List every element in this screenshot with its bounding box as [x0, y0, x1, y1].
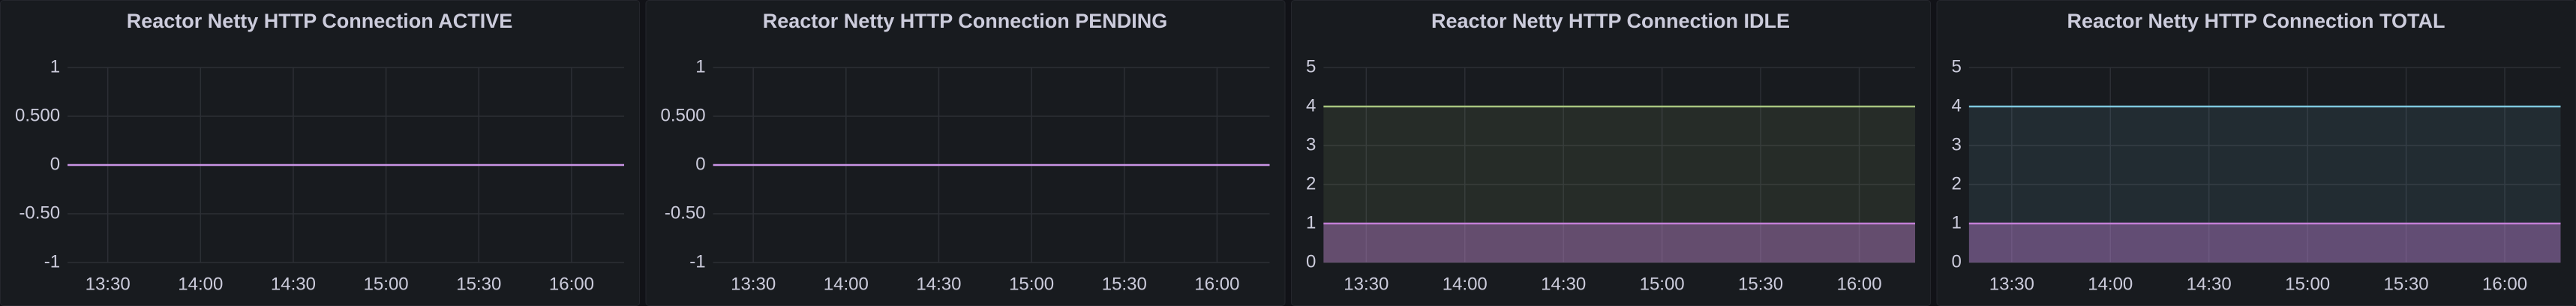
x-tick-label: 14:30 [916, 274, 961, 294]
y-tick-label: 2 [1952, 173, 1962, 194]
area [1968, 224, 2561, 262]
panel: Reactor Netty HTTP Connection PENDING 1 0.… [645, 0, 1286, 306]
panel-background [645, 0, 1286, 306]
panel-title: Reactor Netty HTTP Connection IDLE [1431, 10, 1790, 32]
y-tick-label: 5 [1306, 56, 1316, 76]
x-tick-label: 15:30 [2384, 274, 2429, 294]
panel-title: Reactor Netty HTTP Connection PENDING [763, 10, 1168, 32]
panel: Reactor Netty HTTP Connection ACTIVE 1 0.5… [0, 0, 640, 306]
x-tick-label: 16:00 [2482, 274, 2527, 294]
y-tick-label: -0.50 [665, 202, 706, 223]
panel-title: Reactor Netty HTTP Connection TOTAL [2067, 10, 2445, 32]
x-tick-label: 15:00 [2285, 274, 2330, 294]
y-tick-label: 1 [50, 56, 60, 76]
y-tick-label: 0.500 [661, 105, 706, 125]
y-tick-label: 1 [1306, 212, 1316, 232]
y-tick-label: 0 [1952, 251, 1962, 272]
x-tick-label: 15:00 [1640, 274, 1685, 294]
x-tick-label: 15:30 [1738, 274, 1783, 294]
x-tick-label: 14:30 [271, 274, 316, 294]
x-tick-label: 15:00 [1009, 274, 1054, 294]
y-tick-label: 0.500 [15, 105, 60, 125]
x-tick-label: 15:30 [456, 274, 501, 294]
panel: Reactor Netty HTTP Connection IDLE 0 1 2 3 4 5… [1291, 0, 1931, 306]
panel-background [0, 0, 640, 306]
y-tick-label: 5 [1952, 56, 1962, 76]
y-tick-label: 0 [50, 154, 60, 174]
x-tick-label: 16:00 [549, 274, 594, 294]
panel-title: Reactor Netty HTTP Connection ACTIVE [127, 10, 513, 32]
y-tick-label: 0 [695, 154, 705, 174]
y-tick-label: 1 [695, 56, 705, 76]
y-tick-label: 1 [1952, 212, 1962, 232]
x-tick-label: 13:30 [1989, 274, 2034, 294]
x-tick-label: 13:30 [86, 274, 131, 294]
y-tick-label: 3 [1306, 134, 1316, 154]
x-tick-label: 14:00 [824, 274, 869, 294]
panel: Reactor Netty HTTP Connection TOTAL 0 1 2 3 4… [1936, 0, 2576, 306]
x-tick-label: 15:30 [1102, 274, 1147, 294]
y-tick-label: 4 [1952, 95, 1962, 116]
y-tick-label: 2 [1306, 173, 1316, 194]
x-tick-label: 16:00 [1194, 274, 1239, 294]
y-tick-label: 3 [1952, 134, 1962, 154]
x-tick-label: 13:30 [1344, 274, 1389, 294]
x-tick-label: 14:00 [178, 274, 223, 294]
x-tick-label: 14:00 [1443, 274, 1488, 294]
y-tick-label: -1 [689, 251, 705, 272]
x-tick-label: 16:00 [1836, 274, 1881, 294]
area [1323, 224, 1915, 262]
y-tick-label: -0.50 [19, 202, 60, 223]
x-tick-label: 14:30 [2187, 274, 2232, 294]
x-tick-label: 14:30 [1541, 274, 1586, 294]
x-tick-label: 15:00 [364, 274, 409, 294]
x-tick-label: 13:30 [731, 274, 776, 294]
y-tick-label: 0 [1306, 251, 1316, 272]
y-tick-label: -1 [44, 251, 60, 272]
y-tick-label: 4 [1306, 95, 1316, 116]
x-tick-label: 14:00 [2088, 274, 2133, 294]
